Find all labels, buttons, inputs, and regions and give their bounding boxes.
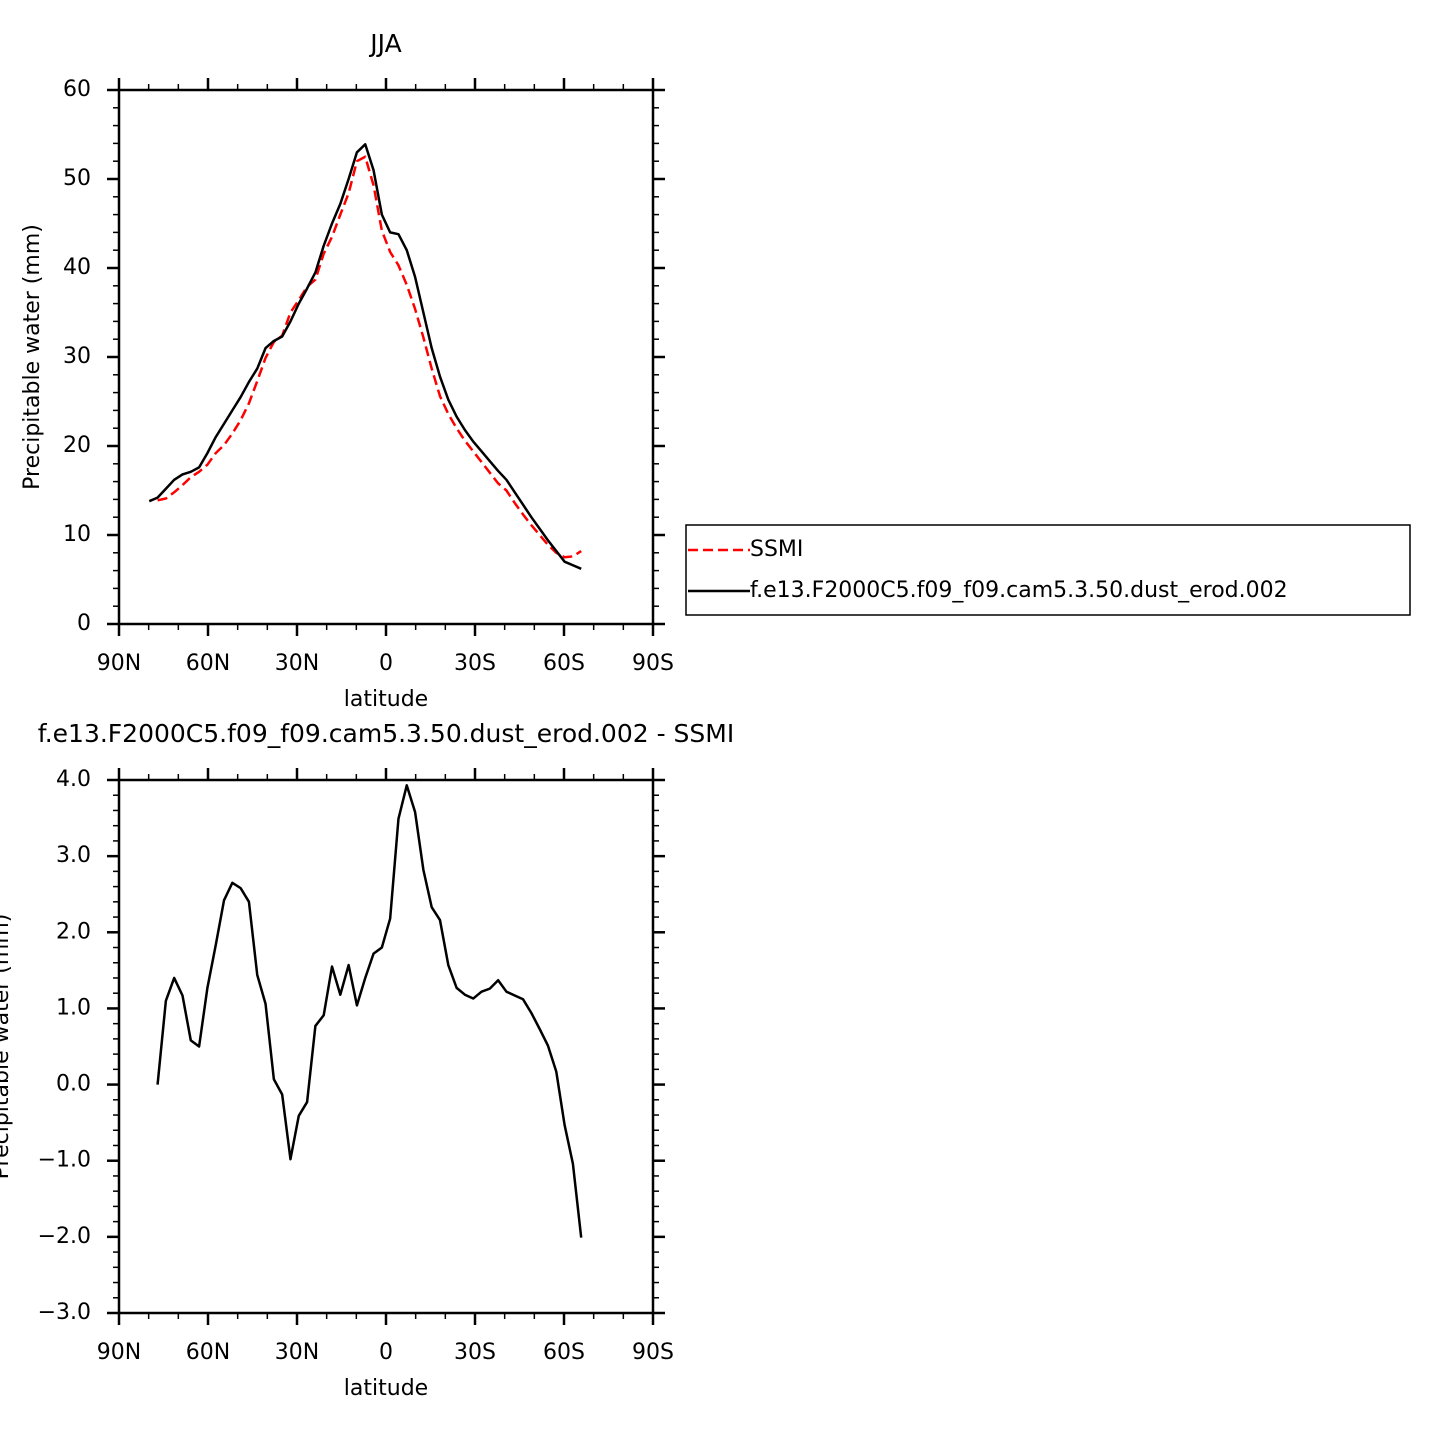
- x-tick-label: 30N: [275, 1340, 319, 1365]
- x-tick-label: 90N: [97, 651, 141, 676]
- y-tick-label: 2.0: [56, 919, 91, 944]
- data-line: [148, 143, 582, 570]
- x-tick-label: 60S: [543, 1340, 585, 1365]
- x-tick-label: 30N: [275, 651, 319, 676]
- chart-title: JJA: [368, 29, 401, 58]
- plot-frame: [117, 88, 655, 626]
- y-tick-label: 30: [63, 344, 91, 369]
- y-tick-label: 50: [63, 166, 91, 191]
- y-tick-label: 1.0: [56, 995, 91, 1020]
- x-tick-label: 60N: [186, 651, 230, 676]
- plot-frame: [117, 778, 655, 1315]
- legend-box: [685, 524, 1411, 616]
- x-axis-label: latitude: [344, 687, 428, 712]
- y-tick-label: 40: [63, 255, 91, 280]
- x-tick-label: 90N: [97, 1340, 141, 1365]
- y-tick-label: −3.0: [38, 1300, 91, 1325]
- x-axis-label: latitude: [344, 1376, 428, 1401]
- data-line: [157, 155, 582, 559]
- y-tick-label: 4.0: [56, 767, 91, 792]
- y-tick-label: 10: [63, 522, 91, 547]
- x-tick-label: 60N: [186, 1340, 230, 1365]
- x-tick-label: 0: [379, 1340, 393, 1365]
- x-tick-label: 30S: [454, 1340, 496, 1365]
- x-tick-label: 60S: [543, 651, 585, 676]
- y-tick-label: 0: [77, 611, 91, 636]
- y-tick-label: 3.0: [56, 843, 91, 868]
- y-axis-label: Precipitable water (mm): [0, 914, 14, 1180]
- y-tick-label: 20: [63, 433, 91, 458]
- y-axis-label: Precipitable water (mm): [20, 224, 45, 490]
- data-line: [156, 784, 583, 1238]
- y-tick-label: 60: [63, 77, 91, 102]
- x-tick-label: 30S: [454, 651, 496, 676]
- legend-label: SSMI: [750, 537, 803, 562]
- x-tick-label: 90S: [632, 651, 674, 676]
- y-tick-label: −2.0: [38, 1224, 91, 1249]
- legend-label: f.e13.F2000C5.f09_f09.cam5.3.50.dust_ero…: [750, 578, 1288, 603]
- y-tick-label: −1.0: [38, 1148, 91, 1173]
- x-tick-label: 90S: [632, 1340, 674, 1365]
- y-tick-label: 0.0: [56, 1072, 91, 1097]
- chart-title: f.e13.F2000C5.f09_f09.cam5.3.50.dust_ero…: [38, 719, 735, 748]
- x-tick-label: 0: [379, 651, 393, 676]
